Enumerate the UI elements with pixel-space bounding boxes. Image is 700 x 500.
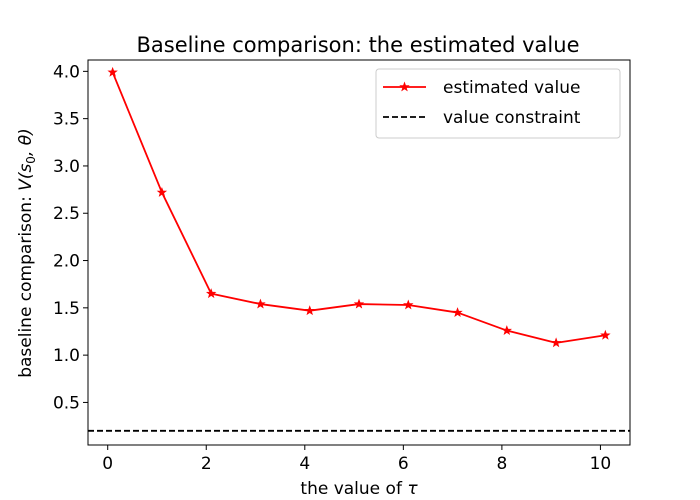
x-tick-label: 0 (102, 454, 113, 474)
y-axis-label-suffix: , θ) (16, 128, 36, 156)
y-tick-label: 2.0 (53, 252, 80, 272)
estimated-value-point (353, 298, 365, 309)
legend-box (375, 68, 621, 139)
estimated-value-point (107, 66, 118, 77)
y-axis-label-symbol: V(s (16, 164, 36, 191)
y-axis-label-subscript: 0 (24, 156, 38, 164)
estimated-value-point (501, 325, 513, 335)
y-axis: 0.5 1.0 1.5 2.0 2.5 3.0 3.5 4.0 (53, 62, 88, 413)
x-axis-label: the value of τ (300, 479, 418, 499)
y-axis-label: baseline comparison: V(s0, θ) (16, 128, 38, 378)
y-axis-label-text: baseline comparison: (16, 191, 36, 378)
estimated-value-point (452, 307, 463, 317)
chart-title: Baseline comparison: the estimated value (137, 33, 580, 57)
legend: estimated value value constraint (375, 68, 621, 139)
x-tick-label: 2 (201, 454, 212, 474)
estimated-value-point (205, 288, 217, 299)
x-axis: 0 2 4 6 8 10 (102, 445, 611, 474)
x-tick-label: 6 (398, 454, 409, 474)
estimated-value-point (550, 337, 562, 348)
y-tick-label: 3.5 (53, 110, 80, 130)
series-layer (88, 66, 630, 432)
plot-frame (87, 59, 631, 446)
x-tick-label: 8 (496, 454, 507, 474)
legend-estimated-value-marker (399, 81, 410, 92)
estimated-value-point (304, 305, 315, 316)
legend-label: estimated value (443, 78, 580, 98)
y-tick-label: 3.0 (53, 157, 80, 177)
x-axis-label-symbol: τ (407, 479, 418, 499)
legend-label: value constraint (443, 108, 581, 128)
x-axis-label-text: the value of (300, 479, 407, 499)
y-tick-label: 4.0 (53, 62, 80, 82)
x-tick-label: 10 (590, 454, 612, 474)
y-tick-label: 1.5 (53, 299, 80, 319)
estimated-value-point (255, 298, 266, 309)
estimated-value-point (156, 186, 168, 197)
x-tick-label: 4 (299, 454, 310, 474)
estimated-value-point (600, 329, 611, 340)
estimated-value-point (403, 299, 414, 310)
y-tick-label: 1.0 (53, 346, 80, 366)
y-tick-label: 0.5 (53, 393, 80, 413)
legend-entries: estimated value value constraint (383, 78, 581, 128)
y-tick-label: 2.5 (53, 204, 80, 224)
